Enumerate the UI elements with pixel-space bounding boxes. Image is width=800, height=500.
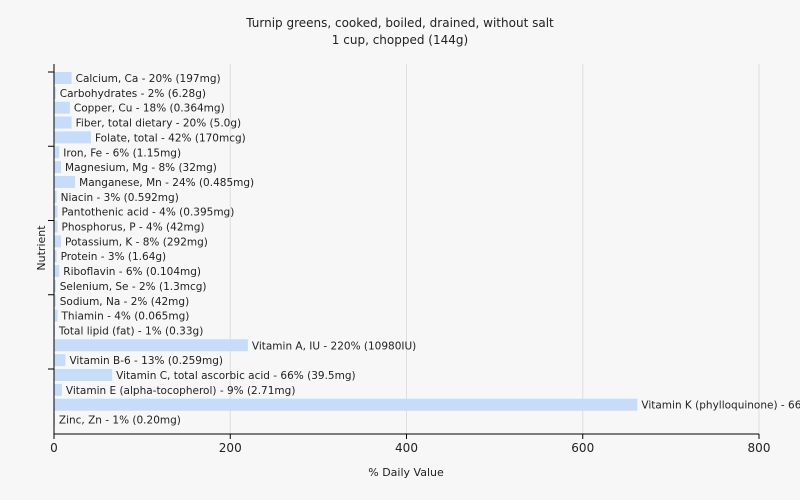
bar-label: Protein - 3% (1.64g) [61, 251, 167, 263]
x-tick-label: 0 [50, 441, 58, 455]
bar [54, 309, 58, 322]
bar-label: Iron, Fe - 6% (1.15mg) [63, 147, 181, 159]
chart-title: Turnip greens, cooked, boiled, drained, … [246, 16, 554, 30]
x-tick-label: 200 [219, 441, 242, 455]
bar-label: Pantothenic acid - 4% (0.395mg) [62, 207, 235, 219]
bar-label: Phosphorus, P - 4% (42mg) [62, 222, 205, 234]
bar [54, 398, 638, 411]
bar-label: Manganese, Mn - 24% (0.485mg) [79, 177, 254, 189]
bar [54, 294, 56, 307]
bar [54, 369, 113, 381]
bar-label: Folate, total - 42% (170mcg) [95, 132, 246, 144]
bar-label: Fiber, total dietary - 20% (5.0g) [76, 118, 241, 130]
bar-label: Magnesium, Mg - 8% (32mg) [65, 162, 217, 174]
bar [54, 205, 58, 218]
bar [54, 86, 56, 99]
bar-label: Zinc, Zn - 1% (0.20mg) [59, 415, 181, 427]
bar-label: Copper, Cu - 18% (0.364mg) [74, 103, 225, 115]
grid [229, 64, 760, 434]
bar-label: Total lipid (fat) - 1% (0.33g) [58, 325, 203, 337]
x-tick-label: 600 [571, 441, 594, 455]
bar [54, 354, 66, 367]
axes: 0 200 400 600 800 [48, 64, 770, 455]
bar-label: Vitamin B-6 - 13% (0.259mg) [69, 355, 223, 367]
bar-label: Vitamin A, IU - 220% (10980IU) [252, 340, 416, 352]
bar-label: Vitamin E (alpha-tocopherol) - 9% (2.71m… [66, 385, 296, 397]
bar [54, 116, 72, 129]
bar [54, 175, 76, 188]
bar [54, 161, 62, 174]
chart-subtitle: 1 cup, chopped (144g) [331, 33, 469, 47]
x-tick-label: 400 [395, 441, 418, 455]
bar [54, 190, 57, 203]
bar-label: Selenium, Se - 2% (1.3mcg) [60, 281, 207, 293]
bar-labels: Calcium, Ca - 20% (197mg) Carbohydrates -… [58, 73, 800, 427]
bar [54, 101, 70, 114]
bar [54, 279, 56, 292]
bar [54, 339, 248, 352]
bar-label: Carbohydrates - 2% (6.28g) [60, 88, 206, 100]
x-tick-label: 800 [748, 441, 771, 455]
bar-label: Riboflavin - 6% (0.104mg) [63, 266, 201, 278]
bar-label: Sodium, Na - 2% (42mg) [60, 296, 189, 308]
y-axis-label: Nutrient [35, 225, 48, 271]
bar-label: Thiamin - 4% (0.065mg) [61, 311, 190, 323]
bar [54, 383, 62, 396]
bar-label: Potassium, K - 8% (292mg) [65, 236, 208, 248]
x-axis-label: % Daily Value [368, 466, 444, 479]
bar-label: Calcium, Ca - 20% (197mg) [76, 73, 221, 85]
bar [54, 235, 62, 248]
bar-label: Vitamin C, total ascorbic acid - 66% (39… [116, 370, 355, 382]
bar [54, 131, 92, 144]
bar [54, 250, 57, 263]
bar [54, 146, 60, 159]
bar [54, 72, 72, 84]
bars [54, 72, 638, 426]
bar-label: Vitamin K (phylloquinone) - 662% (529.3m… [641, 400, 800, 412]
bar [54, 265, 60, 278]
bar-label: Niacin - 3% (0.592mg) [61, 192, 179, 204]
bar [54, 220, 58, 233]
